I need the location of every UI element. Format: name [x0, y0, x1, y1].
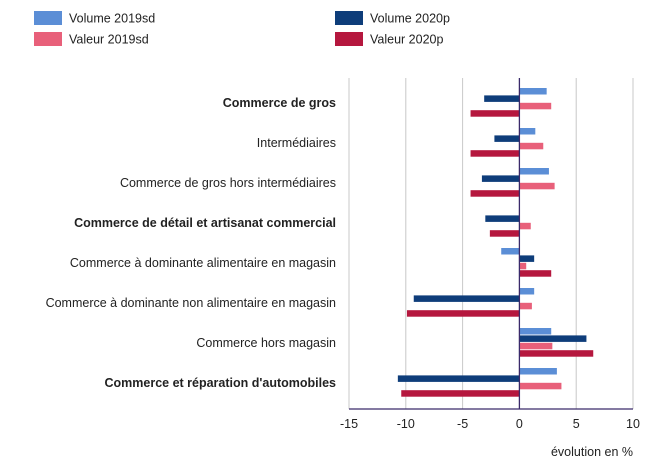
category-label: Commerce de détail et artisanat commerci… — [74, 216, 336, 230]
category-label: Commerce et réparation d'automobiles — [104, 376, 336, 390]
bar-valeur-2020p-commerce-de-gros — [470, 110, 520, 117]
axes: -15 -10 -5 0 5 10 évolution en % — [340, 78, 640, 459]
x-axis-title: évolution en % — [551, 445, 633, 459]
bars — [397, 88, 594, 397]
legend-label-volume-2019sd: Volume 2019sd — [69, 12, 155, 26]
bar-valeur-2020p-commerce-a-dominante-alimentaire-en-magasin — [519, 270, 552, 277]
legend-label-volume-2020p: Volume 2020p — [370, 12, 450, 26]
bar-valeur-2020p-commerce-a-dominante-non-alimentaire-en-magasin — [406, 310, 520, 317]
bar-valeur-2020p-commerce-et-reparation-d-automobiles — [401, 390, 520, 397]
bar-valeur-2020p-intermediaires — [470, 150, 520, 157]
legend-swatch-volume-2019sd — [34, 11, 62, 25]
category-label: Commerce de gros — [223, 96, 336, 110]
x-tick-label: -5 — [457, 417, 468, 431]
bar-volume-2020p-commerce-de-detail-et-artisanat-commercial — [485, 215, 520, 222]
bar-valeur-2019sd-commerce-de-gros — [519, 102, 552, 110]
x-tick-label: -15 — [340, 417, 358, 431]
bar-volume-2020p-commerce-a-dominante-alimentaire-en-magasin — [519, 255, 535, 262]
x-tick-label: 10 — [626, 417, 640, 431]
legend-swatch-volume-2020p — [335, 11, 363, 25]
bar-volume-2020p-commerce-de-gros — [484, 95, 520, 102]
bar-volume-2020p-commerce-de-gros-hors-intermediaires — [481, 175, 520, 182]
bar-volume-2020p-commerce-et-reparation-d-automobiles — [397, 375, 520, 382]
bar-volume-2019sd-commerce-hors-magasin — [519, 328, 552, 335]
category-label: Intermédiaires — [257, 136, 336, 150]
bar-valeur-2019sd-commerce-de-detail-et-artisanat-commercial — [519, 222, 531, 230]
bar-volume-2019sd-commerce-de-gros-hors-intermediaires — [519, 168, 549, 175]
legend-swatch-valeur-2019sd — [34, 32, 62, 46]
bar-volume-2019sd-commerce-de-gros — [519, 88, 547, 95]
legend: Volume 2019sd Volume 2020p Valeur 2019sd Va… — [34, 11, 450, 47]
gridlines — [348, 78, 634, 409]
bar-valeur-2019sd-commerce-et-reparation-d-automobiles — [519, 382, 562, 390]
x-tick-label: 0 — [516, 417, 523, 431]
legend-label-valeur-2020p: Valeur 2020p — [370, 33, 443, 47]
bar-volume-2020p-commerce-hors-magasin — [519, 335, 587, 342]
bar-volume-2020p-commerce-a-dominante-non-alimentaire-en-magasin — [413, 295, 520, 302]
bar-valeur-2019sd-intermediaires — [519, 142, 544, 150]
x-tick-label: 5 — [573, 417, 580, 431]
bar-valeur-2020p-commerce-hors-magasin — [519, 350, 594, 357]
category-labels: Commerce de gros Intermédiaires Commerce d… — [46, 96, 336, 390]
category-label: Commerce de gros hors intermédiaires — [120, 176, 336, 190]
bar-valeur-2019sd-commerce-hors-magasin — [519, 342, 553, 350]
bar-valeur-2019sd-commerce-a-dominante-non-alimentaire-en-magasin — [519, 302, 532, 310]
category-label: Commerce hors magasin — [196, 336, 336, 350]
bar-valeur-2019sd-commerce-de-gros-hors-intermediaires — [519, 182, 555, 190]
bar-volume-2019sd-intermediaires — [519, 128, 536, 135]
bar-volume-2019sd-commerce-a-dominante-non-alimentaire-en-magasin — [519, 288, 535, 295]
bar-valeur-2020p-commerce-de-gros-hors-intermediaires — [470, 190, 520, 197]
bar-volume-2019sd-commerce-et-reparation-d-automobiles — [519, 368, 557, 375]
category-label: Commerce à dominante non alimentaire en … — [46, 296, 336, 310]
bar-volume-2020p-intermediaires — [494, 135, 520, 142]
legend-label-valeur-2019sd: Valeur 2019sd — [69, 33, 149, 47]
legend-swatch-valeur-2020p — [335, 32, 363, 46]
bar-volume-2019sd-commerce-a-dominante-alimentaire-en-magasin — [501, 248, 520, 255]
bar-valeur-2020p-commerce-de-detail-et-artisanat-commercial — [489, 230, 520, 237]
x-tick-label: -10 — [397, 417, 415, 431]
bar-valeur-2019sd-commerce-a-dominante-alimentaire-en-magasin — [519, 262, 527, 270]
category-label: Commerce à dominante alimentaire en maga… — [70, 256, 336, 270]
